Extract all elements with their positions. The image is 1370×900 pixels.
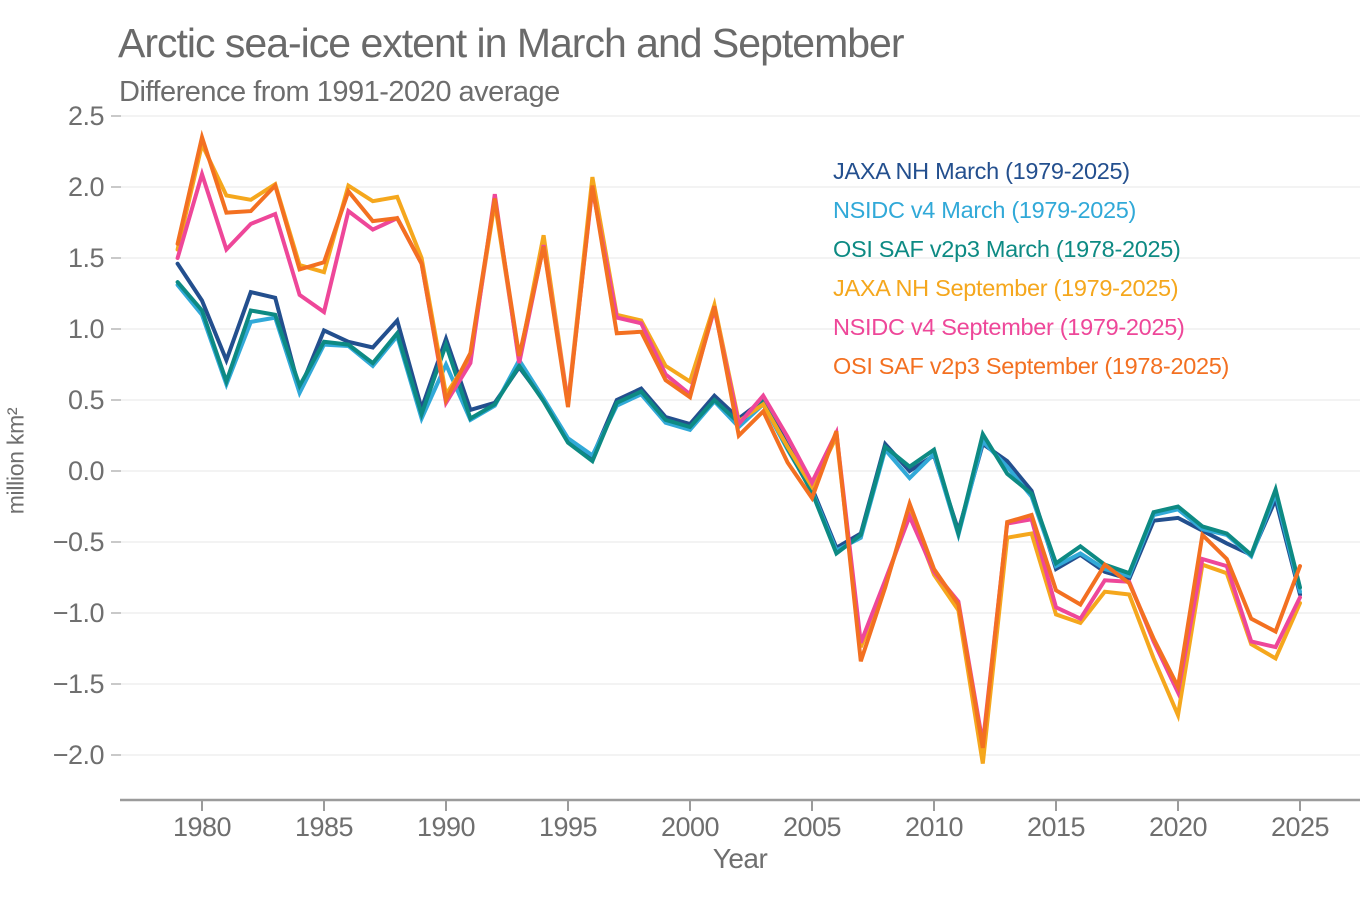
- y-tick-label: −1.5: [53, 669, 104, 699]
- x-tick-label: 2000: [661, 812, 719, 842]
- x-tick-label: 2025: [1271, 812, 1329, 842]
- x-tick-label: 1980: [173, 812, 231, 842]
- x-axis-title: Year: [712, 843, 768, 874]
- legend: JAXA NH March (1979-2025) NSIDC v4 March …: [833, 152, 1229, 386]
- y-tick-label: 2.5: [68, 101, 104, 131]
- y-tick-label: −1.0: [53, 598, 104, 628]
- x-tick-label: 2015: [1027, 812, 1085, 842]
- legend-item-nsidc-march: NSIDC v4 March (1979-2025): [833, 197, 1137, 223]
- x-tick-label: 1985: [295, 812, 353, 842]
- y-tick-label: 0.0: [68, 456, 104, 486]
- y-tick-label: 2.0: [68, 172, 104, 202]
- y-tick-label: 1.5: [68, 243, 104, 273]
- y-tick-label: −0.5: [53, 527, 104, 557]
- x-tick-label: 2005: [783, 812, 841, 842]
- chart-subtitle: Difference from 1991-2020 average: [119, 76, 560, 108]
- x-tick-label: 2010: [905, 812, 963, 842]
- legend-item-osisaf-september: OSI SAF v2p3 September (1978-2025): [833, 353, 1230, 379]
- legend-item-jaxa-march: JAXA NH March (1979-2025): [833, 158, 1130, 184]
- series-line-osisaf-september: [175, 129, 1302, 749]
- y-tick-label: 1.0: [68, 314, 104, 344]
- chart-title: Arctic sea-ice extent in March and Septe…: [118, 20, 904, 66]
- series-line-nsidc-september: [175, 167, 1302, 744]
- x-tick-label: 2020: [1149, 812, 1207, 842]
- x-tick-label: 1995: [539, 812, 597, 842]
- legend-item-nsidc-september: NSIDC v4 September (1979-2025): [833, 314, 1185, 340]
- x-tick-label: 1990: [417, 812, 475, 842]
- y-tick-label: 0.5: [68, 385, 104, 415]
- legend-item-jaxa-september: JAXA NH September (1979-2025): [833, 275, 1179, 301]
- legend-item-osisaf-march: OSI SAF v2p3 March (1978-2025): [833, 236, 1181, 262]
- y-tick-label: −2.0: [53, 740, 104, 770]
